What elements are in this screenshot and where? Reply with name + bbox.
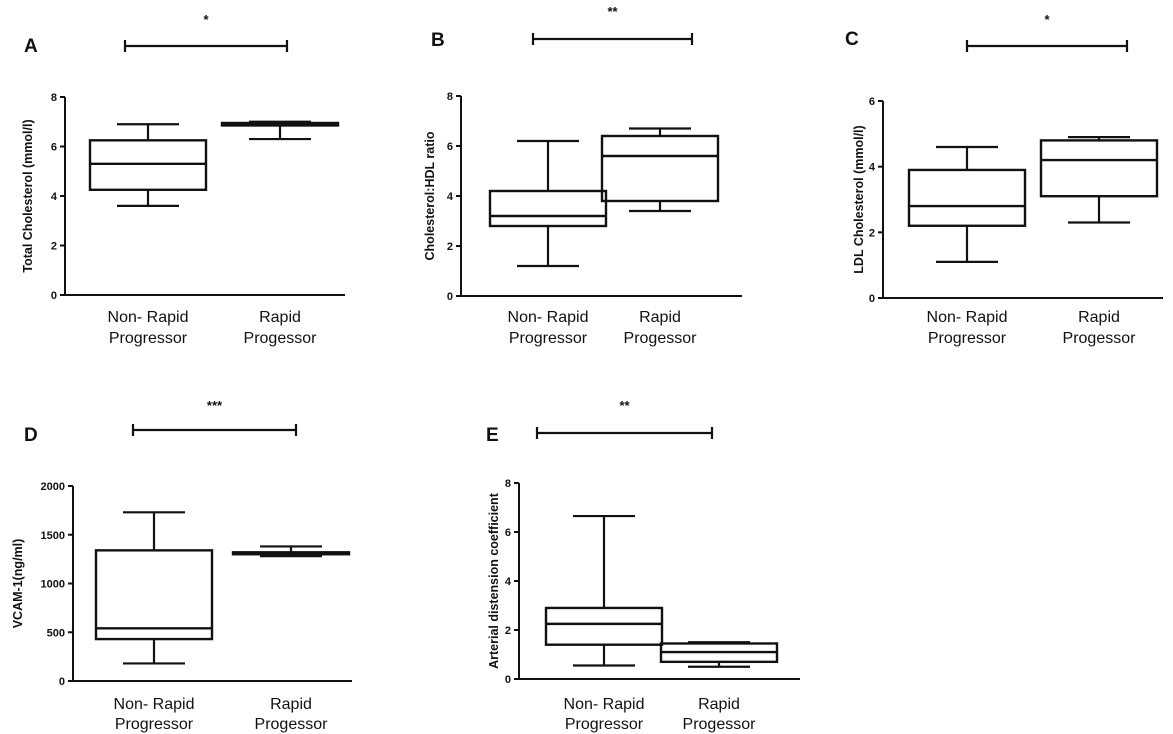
- x-category-label: Rapid: [259, 309, 301, 326]
- x-category-label: Progessor: [244, 330, 318, 347]
- significance-bracket: *: [965, 12, 1129, 52]
- box-rapid: [231, 545, 351, 558]
- box-non-rapid: [488, 139, 608, 268]
- x-category-label: Progressor: [509, 330, 588, 347]
- panel-a: A 0 2 4 6 8 Total Cholesterol (mmol/l) Non- Rap…: [21, 12, 345, 347]
- x-category-label: Progessor: [683, 716, 757, 733]
- significance-label: **: [619, 398, 630, 413]
- significance-label: *: [1044, 12, 1050, 27]
- box-non-rapid: [907, 145, 1027, 263]
- y-tick-label: 6: [51, 142, 57, 154]
- x-category-label: Non- Rapid: [927, 309, 1008, 326]
- panel-letter: B: [431, 30, 445, 51]
- y-tick-label: 1000: [41, 579, 65, 591]
- x-category-label: Non- Rapid: [508, 309, 589, 326]
- box-iqr: [544, 606, 664, 646]
- x-category-label: Progessor: [1063, 330, 1137, 347]
- panel-letter: C: [845, 29, 859, 50]
- y-tick-label: 1500: [41, 530, 65, 542]
- x-category-label: Rapid: [639, 309, 681, 326]
- y-tick-label: 4: [447, 191, 454, 203]
- y-tick-label: 4: [51, 191, 58, 203]
- box-iqr: [600, 134, 720, 203]
- panel-c: C 0 2 4 6 LDL Cholesterol (mmol/l) Non- Rapid P…: [845, 12, 1163, 347]
- panel-b: B 0 2 4 6 8 Cholesterol:HDL ratio Non- Rapid Pro…: [423, 4, 742, 347]
- box-non-rapid: [544, 514, 664, 667]
- significance-bracket: **: [531, 4, 694, 45]
- box-rapid: [659, 641, 779, 668]
- y-tick-label: 4: [869, 162, 876, 174]
- significance-bracket: **: [535, 398, 714, 439]
- box-iqr: [1039, 139, 1159, 198]
- y-tick-label: 8: [447, 91, 453, 103]
- y-tick-label: 0: [51, 290, 57, 302]
- y-axis-label: Arterial distension coefficient: [487, 492, 501, 669]
- x-category-label: Progressor: [928, 330, 1007, 347]
- x-category-label: Non- Rapid: [108, 309, 189, 326]
- y-tick-label: 2: [447, 241, 453, 253]
- x-category-label: Rapid: [270, 696, 312, 713]
- y-axis-label: Total Cholesterol (mmol/l): [21, 119, 35, 272]
- box-iqr: [88, 139, 208, 192]
- panel-letter: D: [24, 425, 38, 446]
- y-tick-label: 8: [505, 478, 511, 490]
- y-tick-label: 4: [505, 576, 512, 588]
- y-tick-label: 2000: [41, 481, 65, 493]
- box-iqr: [907, 168, 1027, 227]
- y-tick-label: 2: [869, 227, 875, 239]
- panel-e: E 0 2 4 6 8 Arterial distension coefficient Non…: [486, 398, 800, 733]
- significance-label: ***: [207, 398, 223, 413]
- y-tick-label: 6: [505, 527, 511, 539]
- y-tick-label: 2: [51, 241, 57, 253]
- y-tick-label: 2: [505, 625, 511, 637]
- x-category-label: Rapid: [1078, 309, 1120, 326]
- y-tick-label: 6: [447, 141, 453, 153]
- significance-label: *: [203, 12, 209, 27]
- x-category-label: Rapid: [698, 696, 740, 713]
- x-category-label: Progressor: [115, 716, 194, 733]
- x-category-label: Progressor: [565, 716, 644, 733]
- x-category-label: Progessor: [255, 716, 329, 733]
- y-tick-label: 500: [47, 627, 65, 639]
- box-iqr: [488, 189, 608, 228]
- box-iqr: [94, 549, 214, 641]
- panel-letter: E: [486, 425, 499, 446]
- box-non-rapid: [88, 123, 208, 207]
- box-non-rapid: [94, 511, 214, 665]
- box-rapid: [220, 120, 340, 141]
- significance-bracket: *: [123, 12, 289, 52]
- y-axis-label: Cholesterol:HDL ratio: [423, 131, 437, 260]
- y-axis-label: LDL Cholesterol (mmol/l): [852, 125, 866, 273]
- x-category-label: Non- Rapid: [114, 696, 195, 713]
- x-category-label: Progressor: [109, 330, 188, 347]
- y-tick-label: 0: [59, 676, 65, 688]
- significance-bracket: ***: [131, 398, 298, 436]
- x-category-label: Progessor: [624, 330, 698, 347]
- y-axis-label: VCAM-1(ng/ml): [11, 539, 25, 629]
- panel-letter: A: [24, 36, 38, 57]
- y-tick-label: 0: [447, 291, 453, 303]
- box-rapid: [600, 127, 720, 213]
- y-tick-label: 0: [869, 293, 875, 305]
- y-tick-label: 6: [869, 96, 875, 108]
- y-tick-label: 0: [505, 674, 511, 686]
- box-rapid: [1039, 136, 1159, 224]
- panel-d: D 0 500 1000 1500 2000 VCAM-1(ng/ml) Non- Rapid…: [11, 398, 352, 733]
- x-category-label: Non- Rapid: [564, 696, 645, 713]
- significance-label: **: [607, 4, 618, 19]
- y-tick-label: 8: [51, 92, 57, 104]
